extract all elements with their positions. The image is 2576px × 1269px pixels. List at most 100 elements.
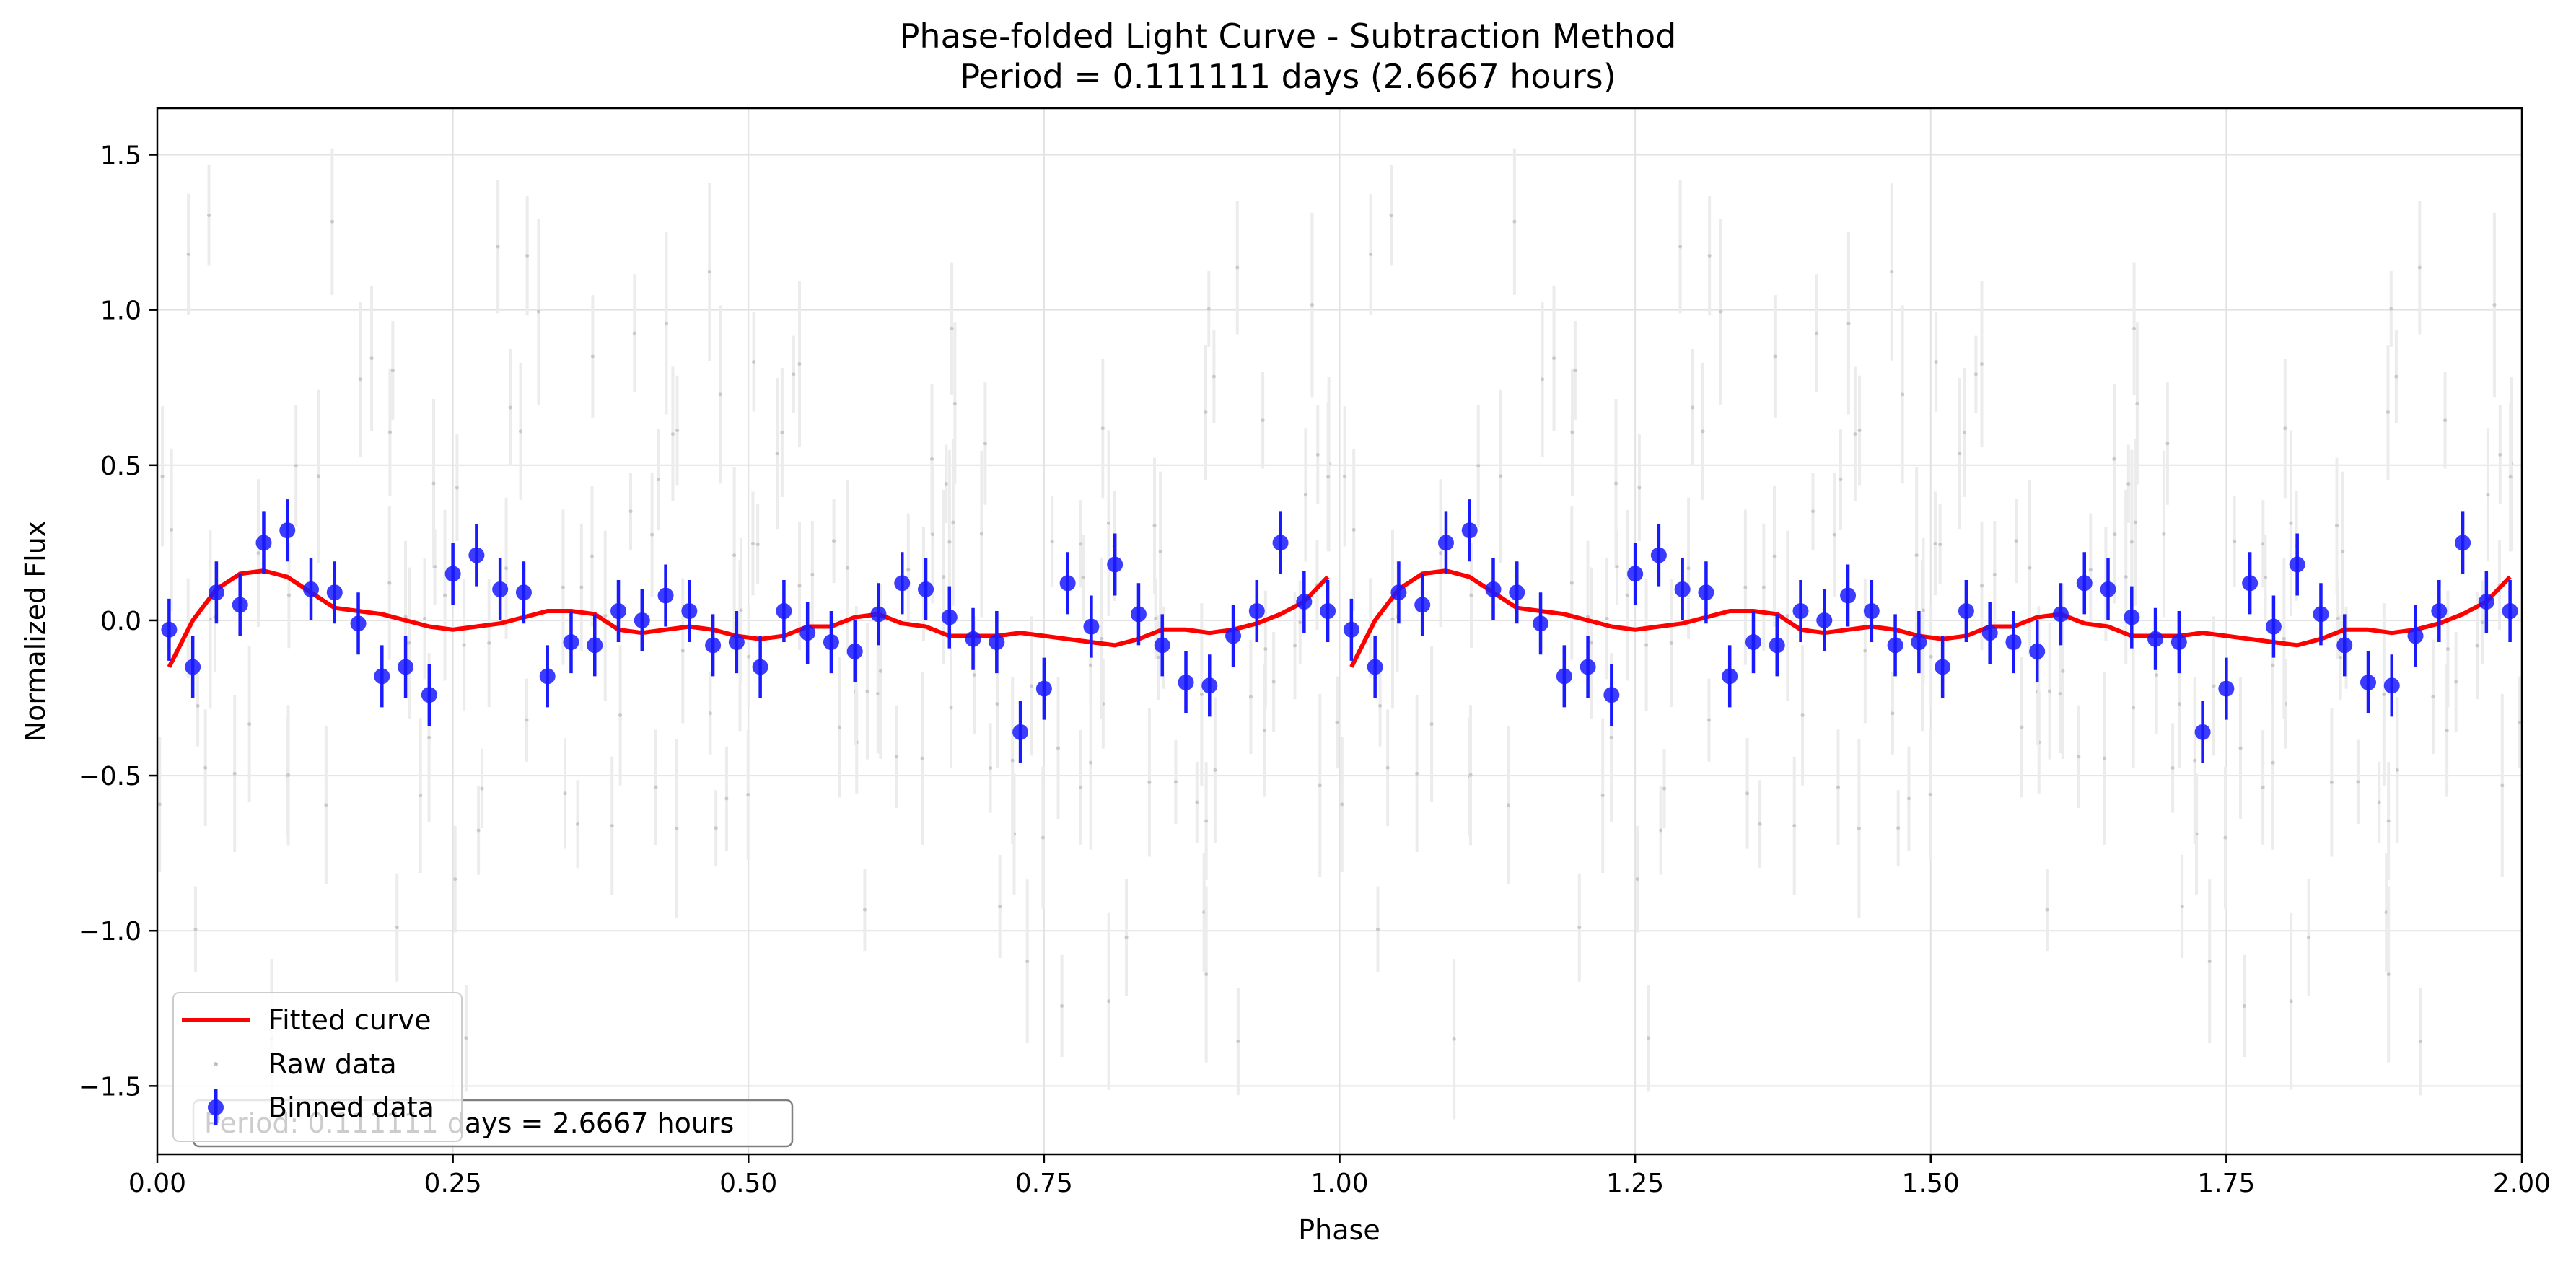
binned-point bbox=[2431, 603, 2448, 620]
binned-point bbox=[2478, 594, 2494, 610]
raw-point bbox=[387, 581, 392, 585]
raw-point bbox=[1415, 771, 1419, 776]
raw-point bbox=[675, 827, 679, 831]
raw-point bbox=[2180, 904, 2184, 908]
raw-point bbox=[508, 405, 512, 410]
raw-point bbox=[2102, 756, 2106, 760]
raw-point bbox=[1901, 392, 1905, 397]
binned-point bbox=[1107, 556, 1123, 573]
binned-point bbox=[799, 625, 816, 641]
raw-point bbox=[2077, 755, 2081, 759]
binned-point bbox=[1863, 603, 1880, 620]
raw-point bbox=[2177, 702, 2181, 706]
raw-point bbox=[1914, 553, 1919, 558]
raw-point bbox=[423, 617, 427, 621]
raw-point bbox=[1609, 735, 1613, 739]
raw-point bbox=[1204, 972, 1209, 977]
raw-point bbox=[1973, 372, 1978, 377]
raw-point bbox=[1292, 644, 1297, 648]
binned-point bbox=[1911, 634, 1927, 651]
raw-point bbox=[203, 765, 208, 770]
binned-point bbox=[255, 535, 272, 551]
binned-point bbox=[894, 575, 911, 592]
raw-point bbox=[1958, 452, 1962, 456]
binned-point bbox=[846, 643, 863, 659]
raw-point bbox=[1577, 926, 1582, 930]
binned-point bbox=[965, 631, 981, 647]
y-tick-label: 0.5 bbox=[100, 452, 141, 481]
raw-point bbox=[1389, 214, 1393, 218]
raw-point bbox=[2238, 746, 2243, 750]
raw-point bbox=[2133, 520, 2137, 524]
raw-point bbox=[1719, 309, 1723, 314]
binned-point bbox=[1887, 637, 1903, 654]
raw-point bbox=[2431, 695, 2435, 699]
raw-point bbox=[1772, 554, 1777, 558]
raw-point bbox=[972, 673, 976, 677]
raw-point bbox=[2445, 729, 2449, 733]
raw-point bbox=[2394, 374, 2398, 379]
raw-point bbox=[2124, 575, 2128, 579]
raw-point bbox=[1839, 478, 1843, 482]
binned-point bbox=[421, 687, 437, 703]
raw-point bbox=[1263, 646, 1268, 651]
raw-point bbox=[1541, 377, 1545, 382]
raw-point bbox=[2233, 540, 2237, 544]
raw-point bbox=[232, 771, 237, 776]
raw-point bbox=[845, 566, 849, 570]
raw-point bbox=[675, 429, 680, 433]
raw-point bbox=[2341, 550, 2345, 554]
raw-point bbox=[1204, 410, 1208, 414]
binned-point bbox=[1035, 680, 1052, 697]
y-axis-label: Normalized Flux bbox=[19, 521, 51, 742]
raw-point bbox=[654, 785, 658, 789]
raw-point bbox=[1452, 1037, 1456, 1041]
raw-point bbox=[1263, 729, 1267, 733]
raw-point bbox=[2386, 819, 2391, 823]
binned-point bbox=[2265, 618, 2282, 635]
binned-point bbox=[2383, 677, 2400, 694]
raw-point bbox=[1552, 356, 1556, 361]
raw-point bbox=[1792, 824, 1797, 828]
raw-point bbox=[1635, 877, 1639, 882]
raw-point bbox=[1659, 828, 1663, 833]
raw-point bbox=[775, 452, 779, 456]
raw-point bbox=[1303, 493, 1307, 497]
raw-point bbox=[951, 520, 955, 524]
legend-raw-label: Raw data bbox=[268, 1048, 397, 1080]
raw-point bbox=[1088, 663, 1092, 667]
raw-point bbox=[1310, 303, 1314, 307]
raw-point bbox=[1468, 773, 1473, 777]
legend-raw-swatch bbox=[214, 1062, 218, 1066]
binned-point bbox=[2029, 643, 2046, 659]
raw-point bbox=[1499, 474, 1503, 478]
raw-point bbox=[995, 702, 999, 706]
raw-point bbox=[2135, 401, 2139, 405]
raw-point bbox=[1928, 793, 1932, 797]
raw-point bbox=[1315, 452, 1320, 457]
fitted-curve-line bbox=[167, 568, 1330, 668]
raw-point bbox=[2500, 783, 2505, 788]
raw-point bbox=[1385, 765, 1390, 770]
raw-point bbox=[1745, 791, 1750, 796]
binned-point bbox=[1154, 637, 1170, 654]
raw-point bbox=[1318, 783, 1322, 788]
raw-point bbox=[504, 566, 509, 571]
raw-point bbox=[1030, 684, 1034, 688]
raw-point bbox=[894, 755, 898, 759]
binned-point bbox=[2005, 634, 2022, 651]
raw-point bbox=[998, 904, 1002, 908]
binned-point bbox=[2052, 606, 2069, 623]
raw-point bbox=[1469, 593, 1473, 597]
raw-point bbox=[1079, 785, 1083, 789]
raw-point bbox=[207, 214, 211, 218]
x-axis-label: Phase bbox=[1298, 1214, 1380, 1246]
binned-point bbox=[1485, 581, 1502, 597]
raw-point bbox=[632, 331, 636, 335]
raw-point bbox=[1261, 418, 1265, 423]
raw-point bbox=[525, 253, 530, 258]
raw-point bbox=[680, 649, 685, 653]
binned-point bbox=[1627, 566, 1644, 582]
binned-point bbox=[1533, 615, 1549, 632]
raw-point bbox=[1933, 541, 1937, 545]
